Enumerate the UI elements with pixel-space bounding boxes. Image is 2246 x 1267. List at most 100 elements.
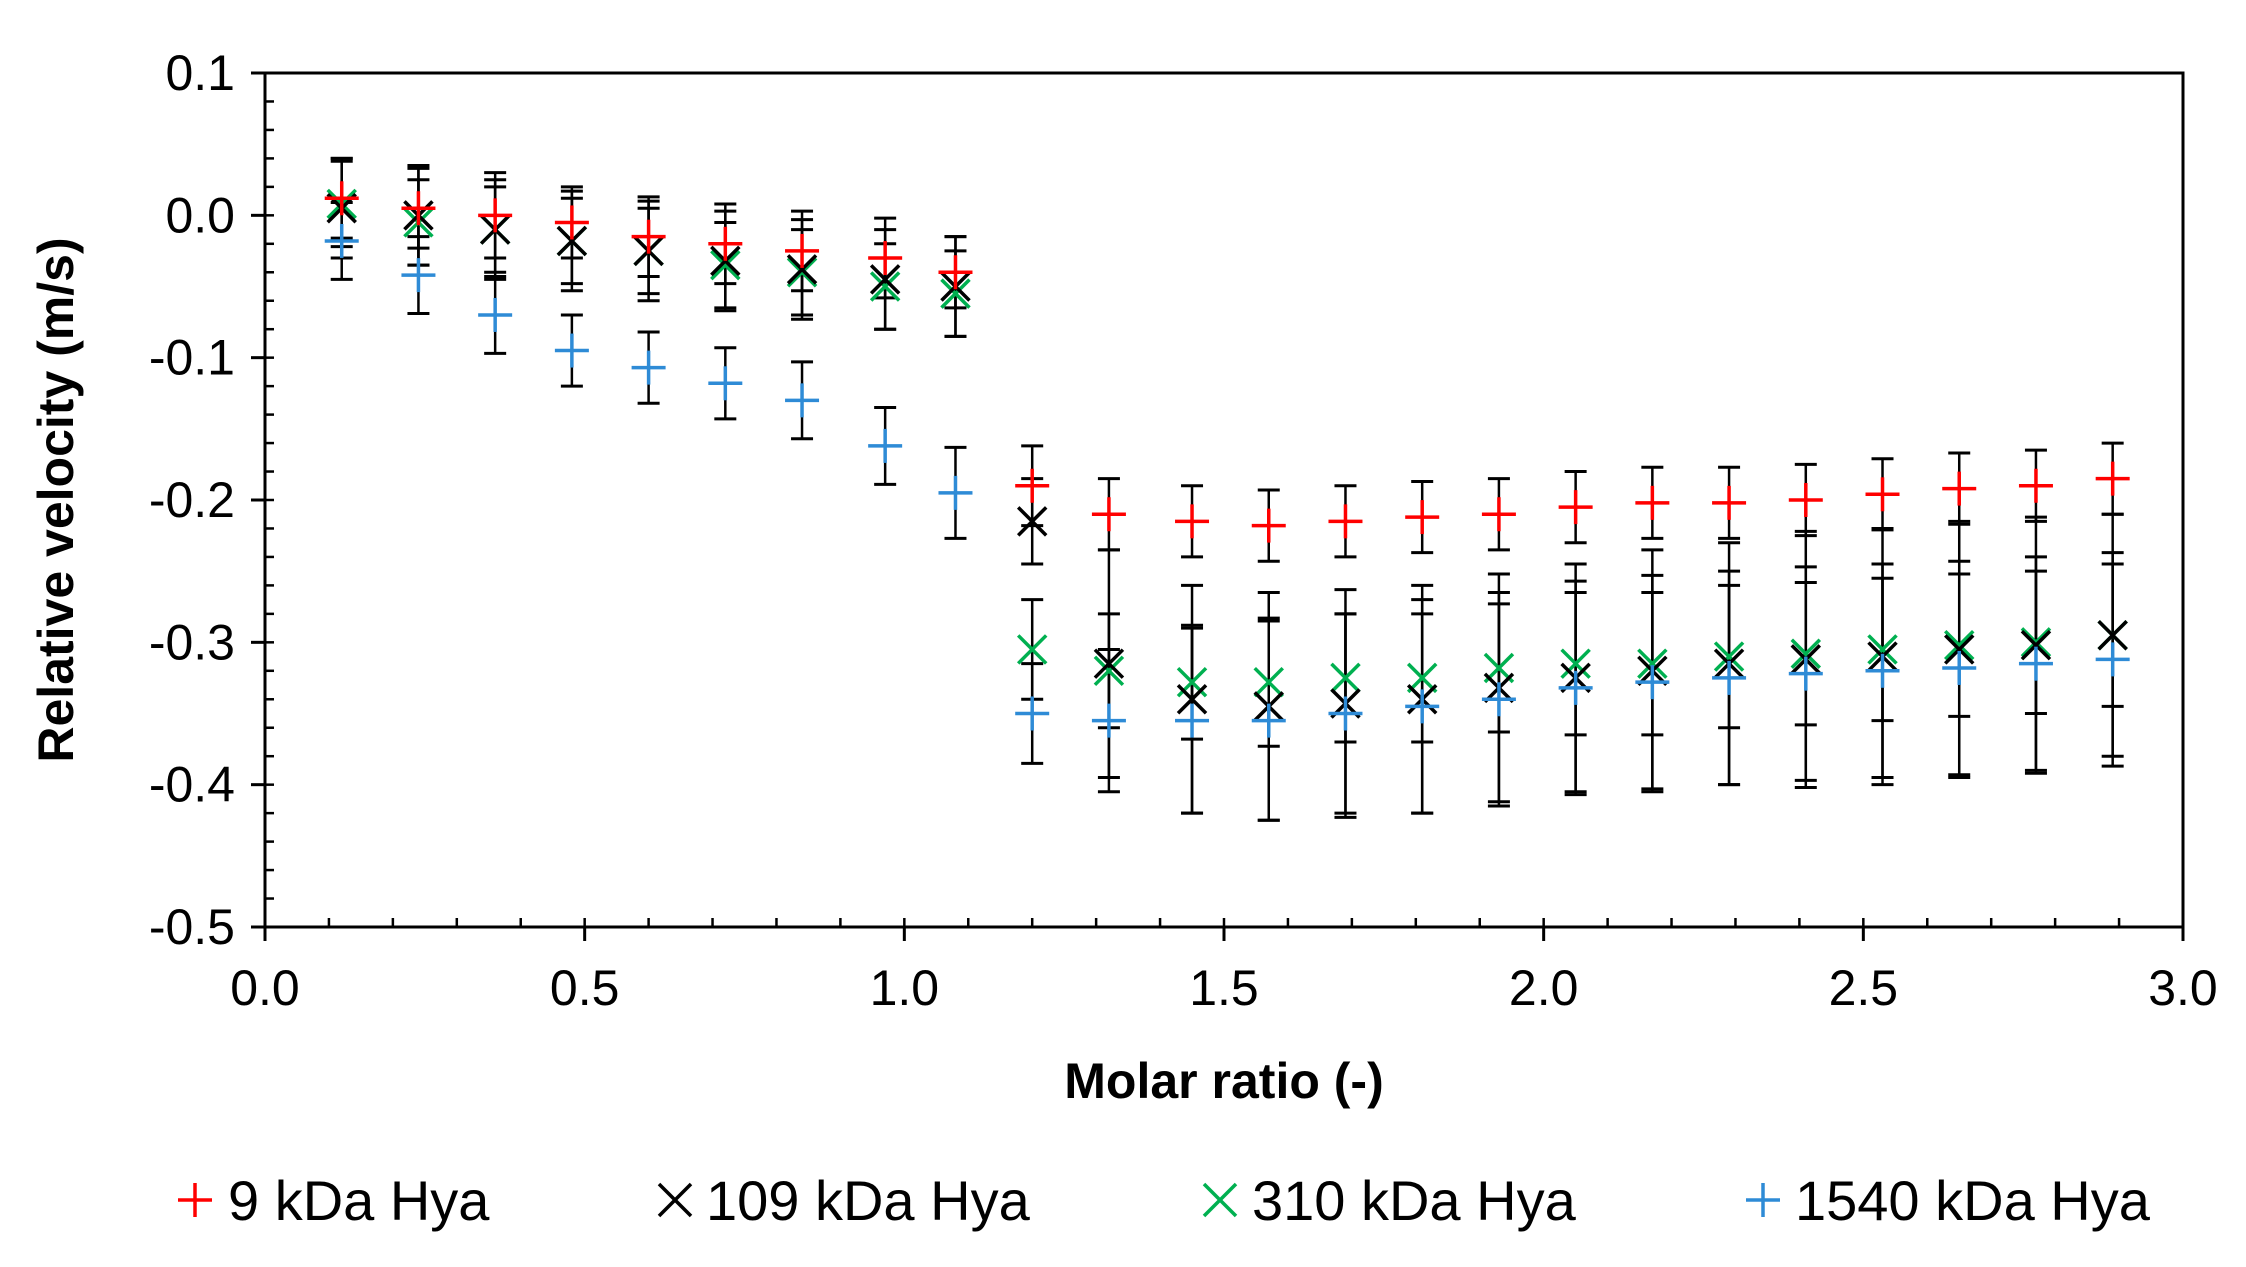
data-point [868, 241, 903, 276]
data-point [1943, 634, 1975, 665]
legend-label: 109 kDa Hya [706, 1169, 1031, 1232]
data-markers [324, 181, 2130, 738]
data-point [708, 366, 743, 401]
y-tick-label: -0.5 [149, 899, 235, 955]
data-point [1942, 650, 1977, 685]
legend-item: 310 kDa Hya [1202, 1169, 1577, 1232]
data-point [631, 350, 666, 385]
data-point [1560, 648, 1591, 679]
x-tick-label: 0.0 [230, 960, 300, 1016]
x-tick-label: 1.0 [870, 960, 940, 1016]
data-point [1867, 634, 1898, 665]
y-tick-label: -0.1 [149, 330, 235, 386]
x-tick-label: 3.0 [2148, 960, 2218, 1016]
data-point [2018, 646, 2053, 681]
x-tick-label: 1.5 [1189, 960, 1259, 1016]
data-point [1635, 665, 1670, 700]
data-point [1251, 703, 1286, 738]
data-point [938, 255, 973, 290]
axis-ticks [251, 71, 2185, 941]
data-point [401, 191, 436, 226]
data-point [1635, 485, 1670, 520]
data-point [1253, 666, 1284, 698]
legend-marker [178, 1183, 212, 1217]
legend: 9 kDa Hya 109 kDa Hya 310 kDa Hya 1540 kDa … [178, 1169, 2151, 1232]
legend-item: 9 kDa Hya [178, 1169, 490, 1232]
data-point [401, 258, 436, 293]
data-point [1328, 504, 1363, 539]
legend-marker [1202, 1182, 1238, 1218]
y-axis-tick-labels: 0.1 0.0 -0.1 -0.2 -0.3 -0.4 -0.5 [149, 45, 235, 955]
data-point [1093, 648, 1125, 679]
data-point [1865, 477, 1900, 512]
data-point [710, 249, 741, 281]
x-tick-label: 2.5 [1829, 960, 1899, 1016]
data-point [554, 333, 589, 368]
data-point [1712, 660, 1747, 695]
data-point [556, 225, 588, 257]
data-point [869, 264, 901, 295]
legend-label: 1540 kDa Hya [1795, 1169, 2151, 1232]
x-tick-label: 0.5 [550, 960, 620, 1016]
x-axis-tick-labels: 0.0 0.5 1.0 1.5 2.0 2.5 3.0 [230, 960, 2218, 1016]
data-point [1713, 641, 1745, 672]
data-point [324, 181, 359, 216]
data-point [1015, 468, 1050, 503]
data-point [2018, 468, 2053, 503]
data-point [1093, 655, 1125, 687]
data-point [1481, 497, 1516, 532]
data-point [1176, 684, 1208, 715]
data-point [2097, 619, 2128, 651]
data-point [1942, 471, 1977, 506]
y-tick-label: 0.0 [165, 187, 235, 243]
data-point [478, 198, 513, 233]
x-axis-title: Molar ratio (-) [1064, 1053, 1383, 1109]
data-point [1091, 497, 1126, 532]
legend-item: 109 kDa Hya [657, 1169, 1031, 1232]
data-point [1558, 490, 1593, 525]
data-point [940, 278, 971, 309]
data-point [1712, 485, 1747, 520]
data-point [1637, 648, 1668, 679]
data-point [786, 254, 818, 285]
data-point [1405, 689, 1440, 724]
data-point [785, 383, 820, 418]
data-point [785, 233, 820, 268]
y-tick-label: -0.2 [149, 472, 235, 528]
data-point [1865, 653, 1900, 688]
legend-marker [657, 1182, 693, 1218]
data-point [2095, 461, 2130, 496]
data-point [1175, 504, 1210, 539]
data-point [1943, 629, 1975, 661]
y-tick-label: 0.1 [165, 45, 235, 101]
data-point [2020, 627, 2052, 658]
data-point [868, 428, 903, 463]
data-point [324, 223, 359, 258]
legend-label: 310 kDa Hya [1252, 1169, 1577, 1232]
data-point [869, 271, 901, 302]
data-point [1405, 500, 1440, 535]
data-point [1328, 696, 1363, 731]
data-point [1406, 662, 1438, 694]
data-point [2020, 629, 2052, 661]
legend-marker [1746, 1183, 1780, 1217]
data-point [1251, 508, 1286, 543]
y-tick-label: -0.4 [149, 757, 235, 813]
data-point [786, 257, 818, 288]
y-tick-label: -0.3 [149, 614, 235, 670]
data-point [1788, 656, 1823, 691]
data-point [1091, 703, 1126, 738]
legend-item: 1540 kDa Hya [1746, 1169, 2151, 1232]
data-point [478, 297, 513, 332]
y-axis-title: Relative velocity (m/s) [28, 237, 84, 762]
data-point [1558, 670, 1593, 705]
data-point [1481, 682, 1516, 717]
data-point [708, 226, 743, 261]
data-point [631, 219, 666, 254]
legend-label: 9 kDa Hya [228, 1169, 490, 1232]
data-point [1016, 634, 1048, 665]
data-point [554, 205, 589, 240]
data-point [1016, 506, 1048, 537]
